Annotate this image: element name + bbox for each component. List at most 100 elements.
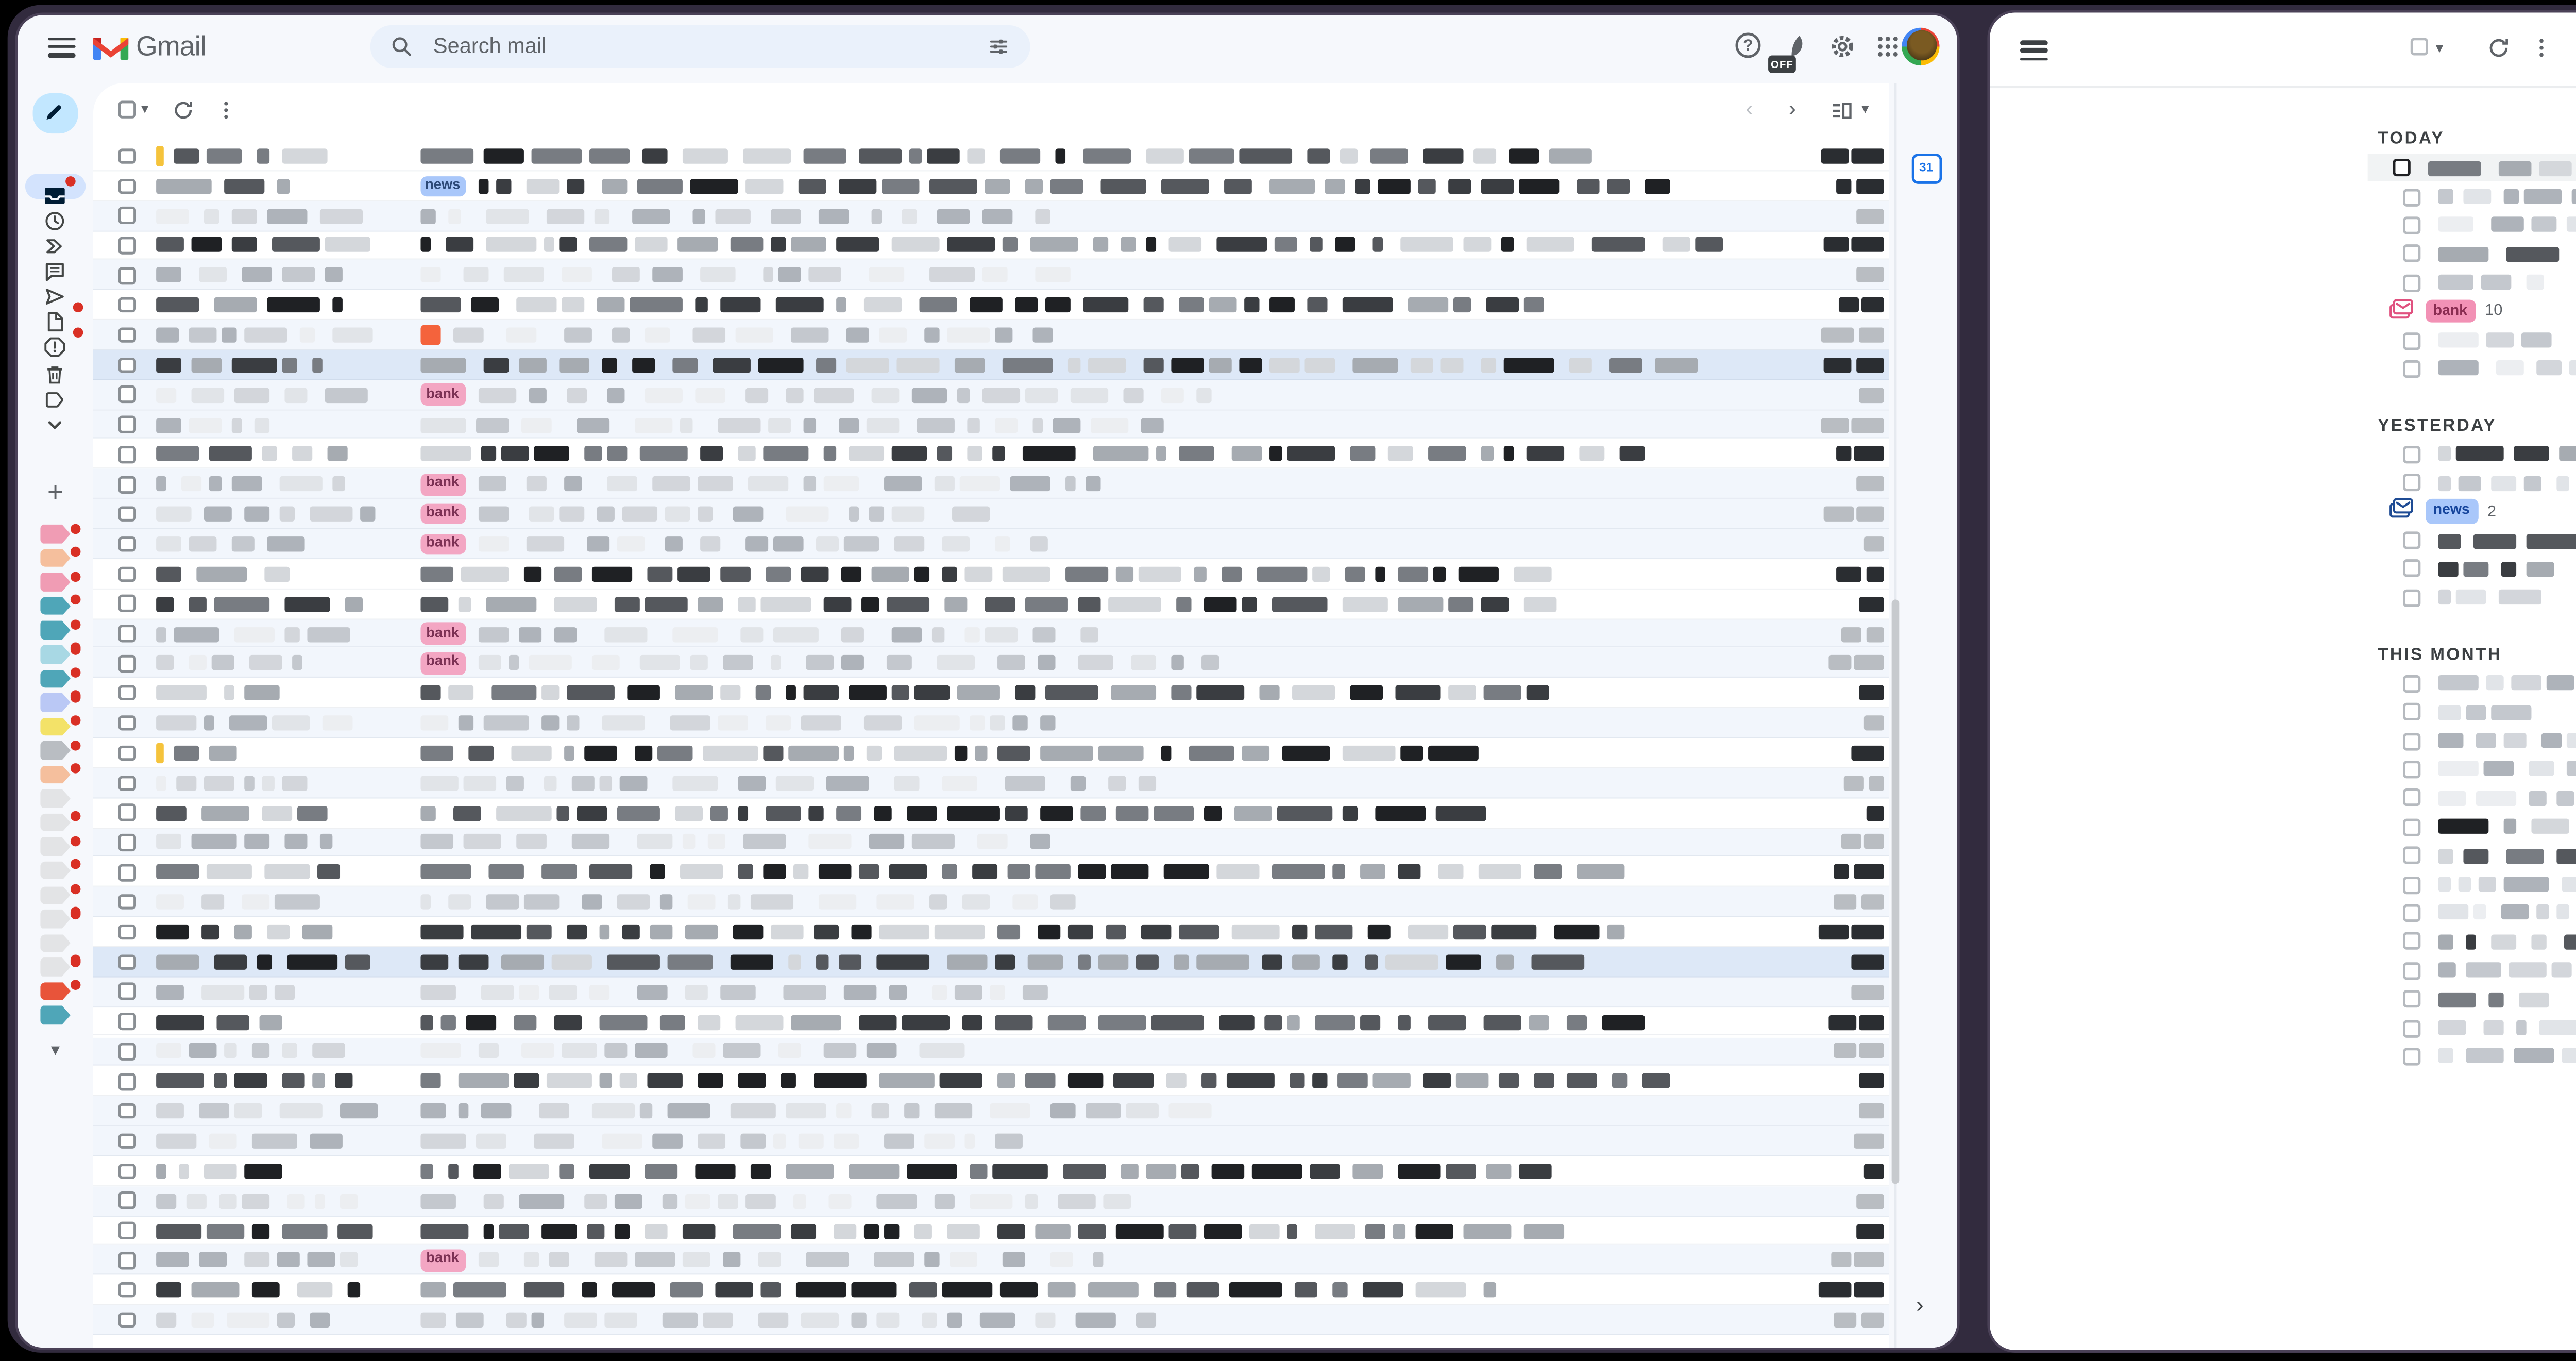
email-row[interactable] [93,230,1889,260]
email-row[interactable] [93,589,1889,619]
row-checkbox[interactable] [118,983,135,1000]
email-row[interactable]: bank [93,529,1889,559]
email-row[interactable] [93,1305,1889,1335]
sidebar-item-snoozed[interactable] [18,199,93,230]
add-label-button[interactable]: + [47,478,64,509]
email-row[interactable] [93,917,1889,947]
label-chip-bank[interactable]: bank [420,652,465,675]
email-row[interactable] [93,350,1889,380]
sidebar-label[interactable] [18,786,93,811]
label-chip-bank[interactable]: bank [2426,299,2475,324]
row-checkbox[interactable] [118,535,135,552]
sidebar-item-important[interactable] [18,225,93,254]
row-checkbox[interactable] [118,715,135,732]
refresh-icon[interactable] [171,97,195,121]
row-checkbox[interactable] [118,1043,135,1060]
email-row[interactable] [2378,355,2576,383]
email-row[interactable] [93,827,1889,858]
sidebar-label[interactable] [18,930,93,955]
email-row[interactable] [2378,326,2576,355]
email-row[interactable] [93,559,1889,589]
email-row[interactable] [93,1216,1889,1246]
email-row[interactable] [93,320,1889,350]
sidebar-label[interactable] [18,714,93,739]
hamburger-icon[interactable] [2020,40,2048,61]
label-chip-bank[interactable]: bank [420,623,465,645]
email-row[interactable] [2378,1043,2576,1071]
email-row[interactable] [93,738,1889,768]
row-checkbox[interactable] [2403,789,2421,807]
row-checkbox[interactable] [118,1103,135,1120]
email-row[interactable] [2378,813,2576,842]
label-chip-bank[interactable]: bank [420,474,465,495]
row-checkbox[interactable] [118,1312,135,1329]
email-row[interactable] [93,977,1889,1007]
select-caret-icon[interactable]: ▾ [2435,41,2444,57]
apps-grid-icon[interactable] [1874,33,1902,61]
row-checkbox[interactable] [2403,847,2421,865]
row-checkbox[interactable] [2403,474,2421,492]
labels-more-chevron[interactable]: ▾ [50,1043,60,1061]
email-row[interactable] [93,409,1889,440]
sidebar-label[interactable] [18,906,93,932]
sidebar-label[interactable] [18,810,93,835]
sidebar-item-labels[interactable] [18,378,93,407]
row-checkbox[interactable] [2403,761,2421,779]
email-row[interactable] [93,1096,1889,1127]
row-checkbox[interactable] [118,894,135,911]
row-checkbox[interactable] [2403,274,2421,292]
sidebar-label[interactable] [18,666,93,691]
email-row[interactable] [2378,899,2576,928]
sidebar-label[interactable] [18,858,93,883]
row-checkbox[interactable] [118,1222,135,1239]
row-checkbox[interactable] [2403,245,2421,263]
side-panel-expand-chevron[interactable]: › [1916,1292,1924,1318]
row-checkbox[interactable] [118,864,135,881]
sidebar-item-sent[interactable] [18,276,93,306]
email-row[interactable] [93,1036,1889,1067]
email-row[interactable] [93,1126,1889,1156]
sidebar-item-chats[interactable] [18,250,93,282]
row-checkbox[interactable] [118,655,135,672]
email-row[interactable] [93,887,1889,917]
refresh-icon[interactable] [2486,35,2511,60]
select-caret-icon[interactable]: ▾ [141,103,149,119]
email-row[interactable] [2378,985,2576,1014]
label-chip-news[interactable]: news [2426,499,2478,524]
email-row[interactable] [2378,526,2576,555]
row-checkbox[interactable] [118,745,135,762]
email-row[interactable] [93,290,1889,320]
email-row[interactable] [93,440,1889,469]
row-checkbox[interactable] [118,207,135,224]
email-row[interactable] [2378,211,2576,240]
row-checkbox[interactable] [118,177,135,194]
calendar-icon[interactable]: 31 [1911,154,1941,184]
row-checkbox[interactable] [2403,674,2421,693]
row-checkbox[interactable] [118,953,135,970]
row-checkbox[interactable] [2403,1019,2421,1037]
email-row[interactable]: news [93,171,1889,201]
label-chip-bank[interactable]: bank [420,1249,465,1271]
older-page-chevron[interactable]: › [1788,94,1796,120]
newer-page-chevron[interactable]: ‹ [1745,94,1753,120]
row-checkbox[interactable] [2403,331,2421,349]
row-checkbox[interactable] [118,1133,135,1149]
email-row[interactable]: bank [93,618,1889,649]
email-row[interactable] [2378,956,2576,985]
label-chip-news[interactable]: news [420,175,465,197]
email-row[interactable] [2378,784,2576,813]
email-row[interactable] [2378,755,2576,784]
row-checkbox[interactable] [2403,560,2421,578]
email-row[interactable] [93,200,1889,231]
row-checkbox[interactable] [118,1282,135,1299]
email-row[interactable] [93,678,1889,708]
sidebar-item-drafts[interactable] [18,301,93,332]
email-row[interactable] [2378,870,2576,899]
row-checkbox[interactable] [118,565,135,582]
select-all-checkbox[interactable] [2410,38,2428,56]
search-bar[interactable] [370,24,1030,68]
row-checkbox[interactable] [2403,216,2421,234]
row-checkbox[interactable] [2403,360,2421,378]
sidebar-label[interactable] [18,882,93,908]
row-checkbox[interactable] [2403,732,2421,750]
